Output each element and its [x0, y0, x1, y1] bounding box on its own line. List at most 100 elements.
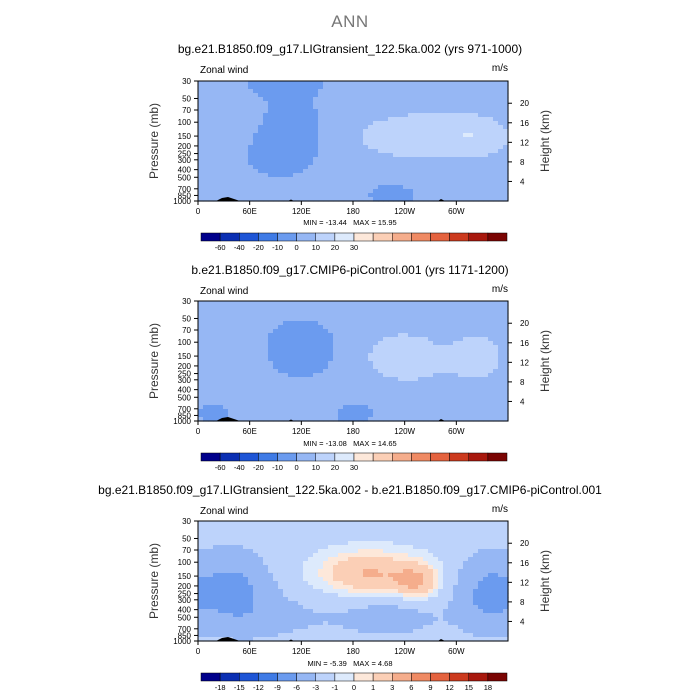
- colorbar-swatch: [315, 672, 336, 682]
- colorbar-label: 0: [295, 243, 299, 252]
- colorbar-label: 12: [445, 683, 453, 692]
- panel-1-variable: Zonal wind: [200, 65, 249, 76]
- colorbar-swatch: [487, 232, 508, 242]
- colorbar-swatch: [487, 672, 508, 682]
- colorbar-swatch: [411, 672, 431, 682]
- colorbar-label: -3: [312, 683, 319, 692]
- colorbar-swatch: [392, 672, 412, 682]
- x-tick-label: 0: [196, 647, 201, 656]
- panel-1-title: bg.e21.B1850.f09_g17.LIGtransient_122.5k…: [177, 42, 523, 56]
- colorbar-swatch: [334, 672, 355, 682]
- colorbar-label: 3: [390, 683, 394, 692]
- p-tick-label: 70: [182, 106, 191, 115]
- p-tick-label: 700: [178, 405, 192, 414]
- field-cells: [198, 301, 509, 422]
- p-tick-label: 300: [178, 376, 192, 385]
- h-tick-label: 12: [520, 578, 529, 587]
- topography-africa: [216, 197, 240, 201]
- colorbar-label: -6: [293, 683, 300, 692]
- x-tick-label: 60E: [243, 647, 257, 656]
- colorbar-swatch: [372, 672, 393, 682]
- topography-africa: [216, 637, 240, 641]
- x-tick-label: 0: [196, 207, 201, 216]
- panel-1-units: m/s: [491, 63, 508, 74]
- colorbar-label: -10: [272, 243, 283, 252]
- h-tick-label: 20: [520, 539, 529, 548]
- x-tick-label: 120E: [292, 207, 311, 216]
- colorbar-swatch: [239, 672, 259, 682]
- panel-1-min: MIN = -13.44: [303, 218, 347, 227]
- x-tick-label: 120E: [292, 647, 311, 656]
- x-tick-label: 120W: [394, 647, 415, 656]
- p-tick-label: 200: [178, 362, 192, 371]
- panel-1-minmax: MIN = -13.44 MAX = 15.95: [250, 218, 450, 227]
- h-tick-label: 20: [520, 319, 529, 328]
- h-tick-label: 16: [520, 339, 529, 348]
- h-tick-label: 4: [520, 617, 525, 626]
- colorbar-label: 0: [352, 683, 356, 692]
- x-tick-label: 120E: [292, 427, 311, 436]
- panel-2-minmax: MIN = -13.08 MAX = 14.65: [250, 439, 450, 448]
- x-tick-label: 180: [346, 647, 360, 656]
- p-tick-label: 200: [178, 582, 192, 591]
- p-tick-label: 250: [178, 150, 192, 159]
- p-tick-label: 850: [178, 631, 192, 640]
- panel-3-title: bg.e21.B1850.f09_g17.LIGtransient_122.5k…: [98, 483, 602, 497]
- x-tick-label: 120W: [394, 427, 415, 436]
- p-tick-label: 1000: [173, 417, 191, 426]
- x-tick-label: 60W: [448, 207, 465, 216]
- p-tick-label: 500: [178, 613, 192, 622]
- panel-3-max: MAX = 4.68: [353, 659, 393, 668]
- panel-1-max: MAX = 15.95: [353, 218, 397, 227]
- h-tick-label: 12: [520, 138, 529, 147]
- colorbar-label: 30: [350, 243, 358, 252]
- p-tick-label: 250: [178, 590, 192, 599]
- colorbar-label: -10: [272, 463, 283, 472]
- colorbar-swatch: [487, 452, 508, 462]
- panel-3-minmax: MIN = -5.39 MAX = 4.68: [250, 659, 450, 668]
- colorbar-swatch: [200, 672, 221, 682]
- p-tick-label: 700: [178, 625, 192, 634]
- colorbar-label: -18: [215, 683, 226, 692]
- h-tick-label: 4: [520, 397, 525, 406]
- panel-2-variable: Zonal wind: [200, 286, 249, 297]
- panel-2-max: MAX = 14.65: [353, 439, 397, 448]
- topography-africa: [216, 417, 240, 421]
- h-tick-label: 20: [520, 99, 529, 108]
- p-tick-label: 100: [178, 338, 192, 347]
- colorbar-label: 9: [428, 683, 432, 692]
- p-tick-label: 300: [178, 596, 192, 605]
- p-tick-label: 200: [178, 142, 192, 151]
- colorbar-label: -9: [274, 683, 281, 692]
- p-tick-label: 250: [178, 370, 192, 379]
- y-axis-title: Pressure (mb): [147, 543, 161, 619]
- p-tick-label: 70: [182, 546, 191, 555]
- colorbar-label: -15: [234, 683, 245, 692]
- colorbar-swatch: [296, 672, 316, 682]
- x-tick-label: 60W: [448, 647, 465, 656]
- p-tick-label: 700: [178, 185, 192, 194]
- p-tick-label: 1000: [173, 637, 191, 646]
- p-tick-label: 850: [178, 191, 192, 200]
- p-tick-label: 850: [178, 411, 192, 420]
- colorbar-swatch: [219, 672, 240, 682]
- colorbar-label: -60: [215, 243, 226, 252]
- x-tick-label: 180: [346, 427, 360, 436]
- p-tick-label: 300: [178, 156, 192, 165]
- p-tick-label: 50: [182, 534, 191, 543]
- p-tick-label: 400: [178, 606, 192, 615]
- colorbar-label: -40: [234, 463, 245, 472]
- x-tick-label: 120W: [394, 207, 415, 216]
- colorbar-swatch: [430, 672, 450, 682]
- colorbar-label: 15: [465, 683, 473, 692]
- x-tick-label: 60E: [243, 427, 257, 436]
- p-tick-label: 30: [182, 77, 191, 86]
- y-axis-title-right: Height (km): [538, 110, 552, 172]
- p-tick-label: 100: [178, 118, 192, 127]
- colorbar-label: -20: [253, 463, 264, 472]
- colorbar-swatch: [277, 672, 297, 682]
- colorbar-label: -12: [253, 683, 264, 692]
- h-tick-label: 8: [520, 598, 525, 607]
